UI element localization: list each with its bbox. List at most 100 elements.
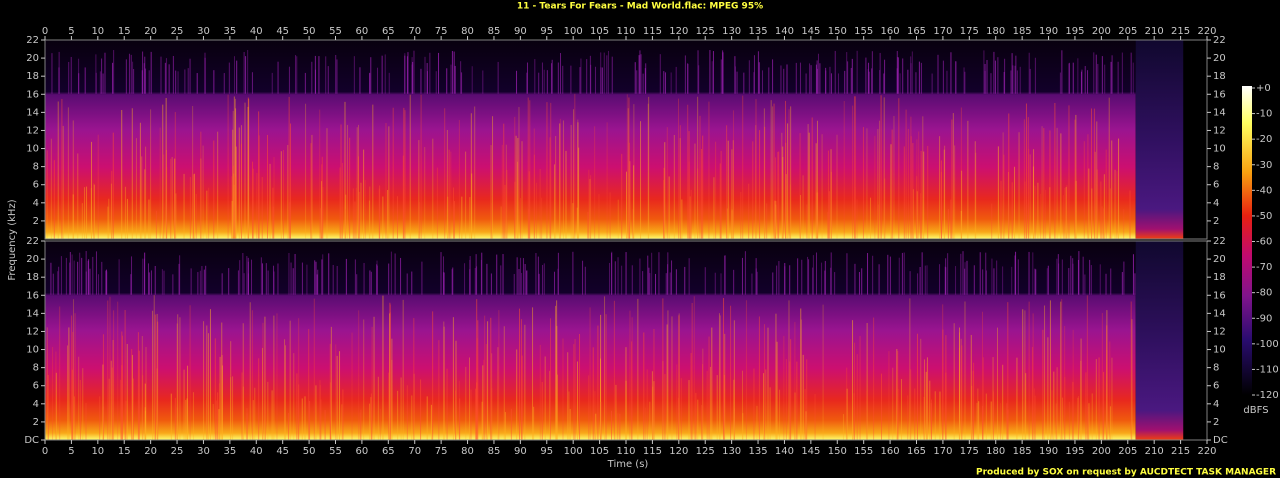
y-tick-label: 4 [33, 198, 39, 209]
x-tick-label: 195 [1065, 446, 1084, 457]
x-tick-label: 70 [408, 26, 421, 37]
x-tick-label: 55 [329, 26, 342, 37]
x-tick-label: 5 [68, 26, 74, 37]
x-tick-label: 115 [643, 26, 662, 37]
x-tick-label: 125 [696, 446, 715, 457]
x-tick-label: 60 [356, 26, 369, 37]
y-tick-label: 12 [26, 125, 39, 136]
x-tick-label: 150 [828, 26, 847, 37]
x-tick-label: 50 [303, 26, 316, 37]
x-tick-label: 210 [1145, 26, 1164, 37]
spectrum-tail [1135, 40, 1184, 239]
x-tick-label: 95 [540, 26, 553, 37]
x-tick-label: 0 [42, 446, 48, 457]
x-tick-label: 125 [696, 26, 715, 37]
x-tick-label: 100 [564, 26, 583, 37]
footer: Produced by SOX on request by AUCDTECT T… [976, 468, 1276, 478]
colorbar-tick-label: -120 [1256, 390, 1279, 401]
colorbar-tick-label: -90 [1256, 313, 1272, 324]
y-tick-label: 20 [1213, 53, 1226, 64]
colorbar-tick-label: -50 [1256, 211, 1272, 222]
x-tick-label: 190 [1039, 26, 1058, 37]
x-tick-label: 60 [356, 446, 369, 457]
x-tick-label: 40 [250, 446, 263, 457]
y-tick-label: DC [1213, 435, 1228, 446]
x-tick-label: 85 [488, 26, 501, 37]
x-tick-label: 75 [435, 446, 448, 457]
y-tick-label: 12 [1213, 326, 1226, 337]
x-tick-label: 10 [91, 446, 104, 457]
x-tick-label: 175 [960, 26, 979, 37]
y-tick-label: 4 [1213, 399, 1219, 410]
x-tick-label: 130 [722, 446, 741, 457]
x-tick-label: 85 [488, 446, 501, 457]
colorbar-tick-label: -100 [1256, 339, 1279, 350]
y-tick-label: 8 [33, 162, 39, 173]
x-tick-label: 130 [722, 26, 741, 37]
y-tick-label: 4 [1213, 198, 1219, 209]
x-tick-label: 160 [881, 26, 900, 37]
x-tick-label: 220 [1197, 446, 1216, 457]
y-tick-label: 16 [1213, 89, 1226, 100]
colorbar-tick-label: +0 [1256, 83, 1271, 94]
x-tick-label: 165 [907, 26, 926, 37]
x-tick-label: 205 [1118, 26, 1137, 37]
y-tick-label: 10 [26, 144, 39, 155]
x-tick-label: 185 [1013, 446, 1032, 457]
x-tick-label: 175 [960, 446, 979, 457]
chart-title: 11 - Tears For Fears - Mad World.flac: M… [517, 2, 763, 12]
x-tick-label: 200 [1092, 26, 1111, 37]
y-tick-label: 2 [33, 216, 39, 227]
x-tick-label: 210 [1145, 446, 1164, 457]
x-tick-label: 15 [118, 446, 131, 457]
colorbar-tick-label: -70 [1256, 262, 1272, 273]
y-tick-label: 22 [1213, 35, 1226, 46]
y-tick-label: 20 [26, 254, 39, 265]
x-tick-label: 30 [197, 26, 210, 37]
x-tick-label: 105 [590, 26, 609, 37]
y-tick-label: 6 [33, 381, 39, 392]
y-tick-label: 4 [33, 399, 39, 410]
x-tick-label: 115 [643, 446, 662, 457]
x-tick-label: 190 [1039, 446, 1058, 457]
x-tick-label: 30 [197, 446, 210, 457]
x-tick-label: 65 [382, 26, 395, 37]
y-tick-label: 20 [1213, 254, 1226, 265]
y-axis-label: Frequency (kHz) [7, 199, 18, 280]
x-tick-label: 155 [854, 26, 873, 37]
x-tick-label: 40 [250, 26, 263, 37]
x-tick-label: 35 [223, 26, 236, 37]
x-tick-label: 80 [461, 446, 474, 457]
x-tick-label: 165 [907, 446, 926, 457]
x-tick-label: 25 [171, 446, 184, 457]
x-tick-label: 100 [564, 446, 583, 457]
x-tick-label: 135 [748, 26, 767, 37]
x-tick-label: 10 [91, 26, 104, 37]
x-tick-label: 90 [514, 26, 527, 37]
x-tick-label: 105 [590, 446, 609, 457]
y-tick-label: 10 [26, 345, 39, 356]
colorbar-tick-label: -30 [1256, 160, 1272, 171]
x-tick-label: 50 [303, 446, 316, 457]
y-tick-label: 2 [33, 417, 39, 428]
x-tick-label: 55 [329, 446, 342, 457]
colorbar-tick-label: -40 [1256, 185, 1272, 196]
spectrum-fill [45, 241, 1136, 440]
y-tick-label: 20 [26, 53, 39, 64]
colorbar [1242, 86, 1252, 395]
spectrum-tail [1135, 241, 1184, 440]
colorbar-tick-label: -110 [1256, 364, 1279, 375]
x-tick-label: 160 [881, 446, 900, 457]
x-tick-label: 145 [801, 26, 820, 37]
x-tick-label: 180 [986, 446, 1005, 457]
y-tick-label: 6 [33, 180, 39, 191]
x-tick-label: 110 [616, 446, 635, 457]
x-tick-label: 20 [144, 446, 157, 457]
x-tick-label: 95 [540, 446, 553, 457]
x-tick-label: 120 [669, 446, 688, 457]
x-tick-label: 110 [616, 26, 635, 37]
y-tick-label: 2 [1213, 216, 1219, 227]
x-tick-label: 205 [1118, 446, 1137, 457]
y-tick-label: 10 [1213, 144, 1226, 155]
